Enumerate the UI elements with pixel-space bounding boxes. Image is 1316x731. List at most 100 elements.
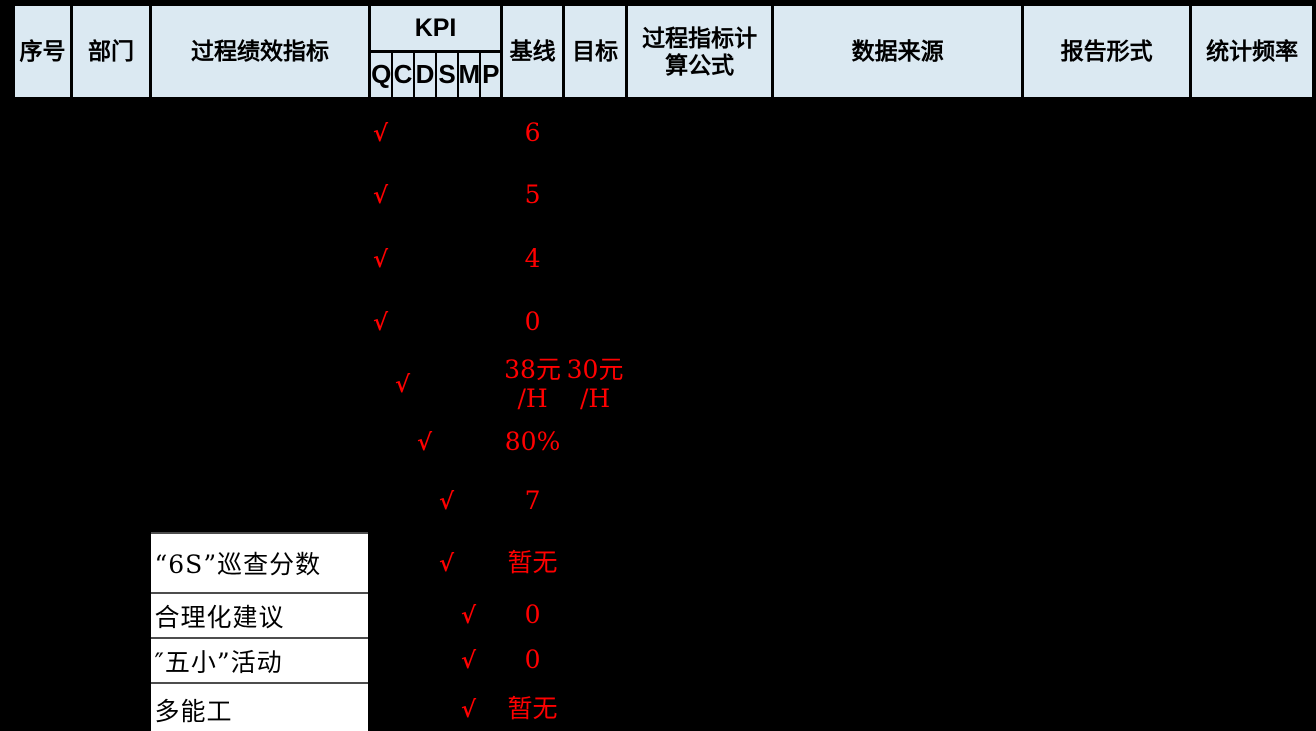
header-col-source: 数据来源 (771, 3, 1025, 103)
cell-source (773, 533, 1023, 593)
cell-kpi-p (480, 291, 502, 354)
cell-kpi-c (392, 164, 414, 227)
cell-target (564, 638, 627, 683)
table-row: √ 4 (14, 227, 1314, 291)
cell-kpi-m (458, 533, 480, 593)
cell-baseline: 80% (504, 427, 561, 457)
check-mark-icon: √ (438, 549, 455, 577)
cell-source (773, 164, 1023, 227)
cell-kpi-d (414, 164, 436, 227)
cell-kpi-d (414, 227, 436, 291)
header-col-report: 报告形式 (1021, 3, 1193, 103)
cell-kpi-s (436, 683, 458, 731)
header-col-kpi: KPI (367, 3, 504, 53)
header-col-dept: 部门 (70, 3, 152, 103)
cell-kpi-c (392, 100, 414, 164)
cell-kpi-m (458, 227, 480, 291)
cell-kpi-m (458, 164, 480, 227)
cell-indicator (151, 227, 370, 291)
cell-kpi-d (414, 470, 436, 533)
cell-kpi-q (370, 415, 392, 470)
cell-target (564, 164, 627, 227)
header-kpi-s: S (434, 50, 459, 103)
cell-kpi-c (392, 470, 414, 533)
cell-indicator (151, 291, 370, 354)
cell-kpi-p (480, 683, 502, 731)
check-mark-icon: √ (372, 245, 389, 273)
header-col-baseline: 基线 (500, 3, 566, 103)
cell-frequency (1191, 593, 1314, 638)
cell-kpi-p (480, 593, 502, 638)
check-mark-icon: √ (372, 120, 389, 147)
cell-formula (627, 100, 773, 164)
cell-kpi-s (436, 638, 458, 683)
cell-target (564, 227, 627, 291)
cell-kpi-m (458, 291, 480, 354)
cell-formula (627, 227, 773, 291)
cell-seq (14, 291, 72, 354)
cell-kpi-q: √ (370, 291, 392, 354)
cell-formula (627, 164, 773, 227)
cell-formula (627, 470, 773, 533)
cell-kpi-d (414, 100, 436, 164)
check-mark-icon: √ (416, 429, 433, 456)
cell-dept (72, 227, 151, 291)
cell-baseline: 7 (524, 486, 541, 516)
cell-indicator (151, 164, 370, 227)
cell-kpi-q: √ (370, 100, 392, 164)
table-row: “6S”巡查分数 √ 暂无 (14, 532, 1314, 594)
cell-target (564, 291, 627, 354)
cell-kpi-q (370, 354, 392, 415)
cell-kpi-q (370, 683, 392, 731)
table-row: √ 5 (14, 164, 1314, 227)
cell-source (773, 593, 1023, 638)
cell-kpi-p (480, 100, 502, 164)
cell-dept (72, 683, 151, 731)
cell-report (1023, 470, 1191, 533)
cell-frequency (1191, 227, 1314, 291)
cell-kpi-s (436, 354, 458, 415)
cell-kpi-p (480, 164, 502, 227)
cell-kpi-d (414, 291, 436, 354)
cell-report (1023, 638, 1191, 683)
cell-indicator: 合理化建议 (150, 592, 371, 639)
cell-kpi-d (414, 533, 436, 593)
cell-kpi-d (414, 683, 436, 731)
cell-kpi-p (480, 638, 502, 683)
cell-target (564, 415, 627, 470)
check-mark-icon: √ (394, 371, 411, 398)
cell-target (564, 470, 627, 533)
cell-formula (627, 354, 773, 415)
cell-indicator: ″五小”活动 (150, 637, 371, 684)
cell-dept (72, 593, 151, 638)
header-col-frequency: 统计频率 (1189, 3, 1316, 103)
cell-kpi-q: √ (370, 164, 392, 227)
cell-dept (72, 164, 151, 227)
cell-kpi-s: √ (436, 533, 458, 593)
cell-kpi-s: √ (436, 470, 458, 533)
header-col-seq: 序号 (12, 3, 73, 103)
cell-kpi-s (436, 227, 458, 291)
cell-kpi-q: √ (370, 227, 392, 291)
table-row: √ 0 (14, 291, 1314, 354)
cell-kpi-d: √ (414, 415, 436, 470)
cell-kpi-c (392, 533, 414, 593)
cell-baseline: 0 (524, 307, 541, 337)
check-mark-icon: √ (460, 647, 477, 674)
cell-dept (72, 354, 151, 415)
cell-kpi-d (414, 593, 436, 638)
cell-frequency (1191, 638, 1314, 683)
cell-kpi-s (436, 100, 458, 164)
cell-formula (627, 683, 773, 731)
cell-indicator (151, 100, 370, 164)
check-mark-icon: √ (372, 182, 389, 209)
check-mark-icon: √ (438, 488, 455, 515)
cell-report (1023, 291, 1191, 354)
cell-kpi-d (414, 354, 436, 415)
cell-seq (14, 100, 72, 164)
table-body: √ 6 √ 5 √ 4 √ 0 √ 38元 /H 30元 /H √ 80% √ 7 “6S”巡查分数 √ 暂无 合理… (14, 100, 1314, 731)
header-col-formula: 过程指标计 算公式 (625, 3, 775, 103)
cell-baseline: 6 (524, 118, 541, 148)
cell-kpi-p (480, 470, 502, 533)
header-kpi-p: P (478, 50, 503, 103)
